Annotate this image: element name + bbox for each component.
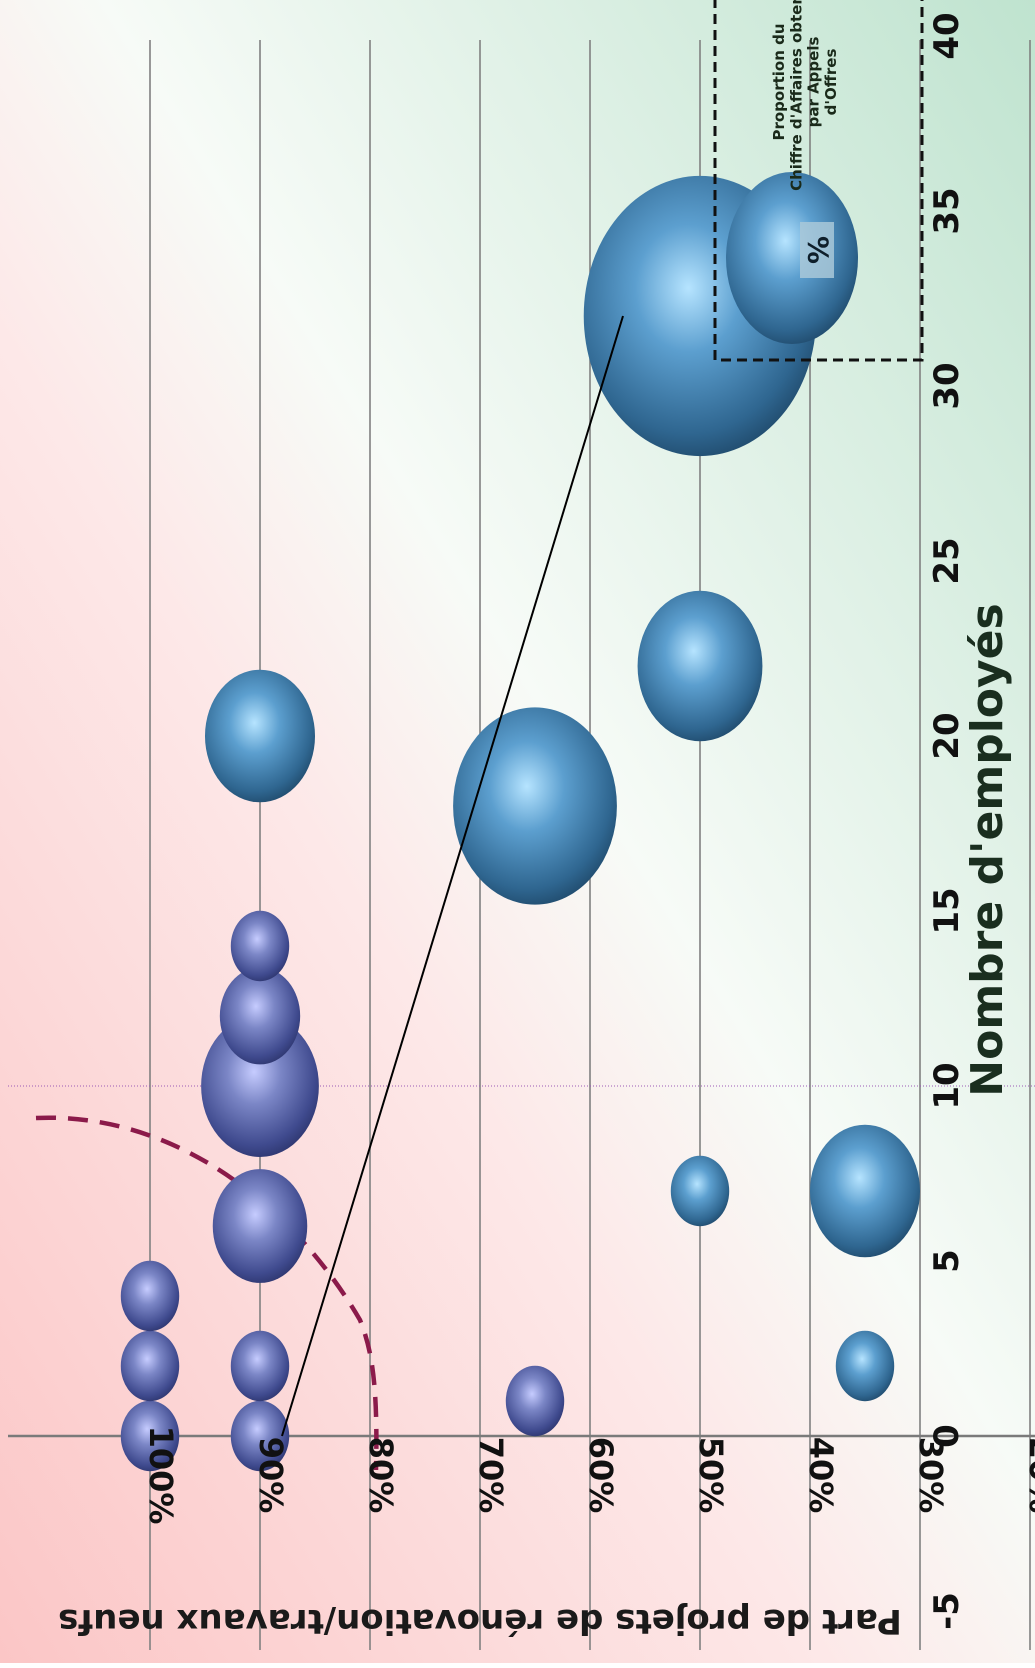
y-tick-label: 80% (362, 1437, 400, 1514)
bubble (230, 910, 290, 982)
bubble (637, 590, 763, 742)
x-tick-label: 10 (927, 1062, 967, 1109)
legend-box (713, 0, 924, 362)
x-tick-label: -5 (927, 1592, 967, 1630)
x-tick-label: 5 (927, 1249, 967, 1273)
bubble (120, 1400, 180, 1472)
bubbles-layer (120, 175, 921, 1472)
x-tick-label: 35 (927, 187, 967, 234)
x-tick-label: 15 (927, 887, 967, 934)
bubble (120, 1260, 180, 1332)
x-tick-label: 40 (927, 12, 967, 59)
bubble (120, 1330, 180, 1402)
bubble (809, 1124, 921, 1258)
bubble (835, 1330, 895, 1402)
x-tick-label: 30 (927, 362, 967, 409)
x-tick-label: 20 (927, 712, 967, 759)
bubble (201, 1015, 319, 1157)
y-tick-label: 50% (692, 1437, 730, 1514)
legend-bubble (726, 172, 858, 344)
x-tick-label: 0 (927, 1424, 967, 1448)
y-tick-label: 60% (582, 1437, 620, 1514)
dashed-arc (35, 1115, 379, 1471)
y-tick-label: 100% (142, 1426, 180, 1525)
y-tick-label: 30% (912, 1437, 950, 1514)
bubble (670, 1155, 730, 1227)
bubble (204, 669, 316, 803)
y-tick-labels: 20% 30% 40% 50% 60% 70% 80% 90% 100% (142, 1426, 1035, 1525)
legend-percent-symbol: % (802, 236, 835, 264)
bubble (230, 1400, 290, 1472)
trend-line (281, 315, 624, 1437)
y-tick-label: 20% (1022, 1437, 1035, 1514)
x-tick-labels: -5 0 5 10 15 20 25 30 35 40 (927, 12, 967, 1630)
bubble (219, 967, 301, 1065)
y-tick-label: 40% (802, 1437, 840, 1514)
bubble (230, 1330, 290, 1402)
y-tick-label: 70% (472, 1437, 510, 1514)
x-tick-label: 25 (927, 537, 967, 584)
x-axis-label: Nombre d'employés (962, 603, 1013, 1096)
bubble (505, 1365, 565, 1437)
bubble (212, 1169, 308, 1283)
y-axis-label: Part de projets de rénovation/travaux ne… (58, 1601, 902, 1641)
y-tick-label: 90% (252, 1437, 290, 1514)
bubble (453, 707, 617, 905)
legend-percent-box (800, 222, 834, 278)
legend-label: Proportion duChiffre d'Affaires obtenuep… (770, 0, 840, 191)
legend: % Proportion duChiffre d'Affaires obtenu… (713, 0, 924, 362)
